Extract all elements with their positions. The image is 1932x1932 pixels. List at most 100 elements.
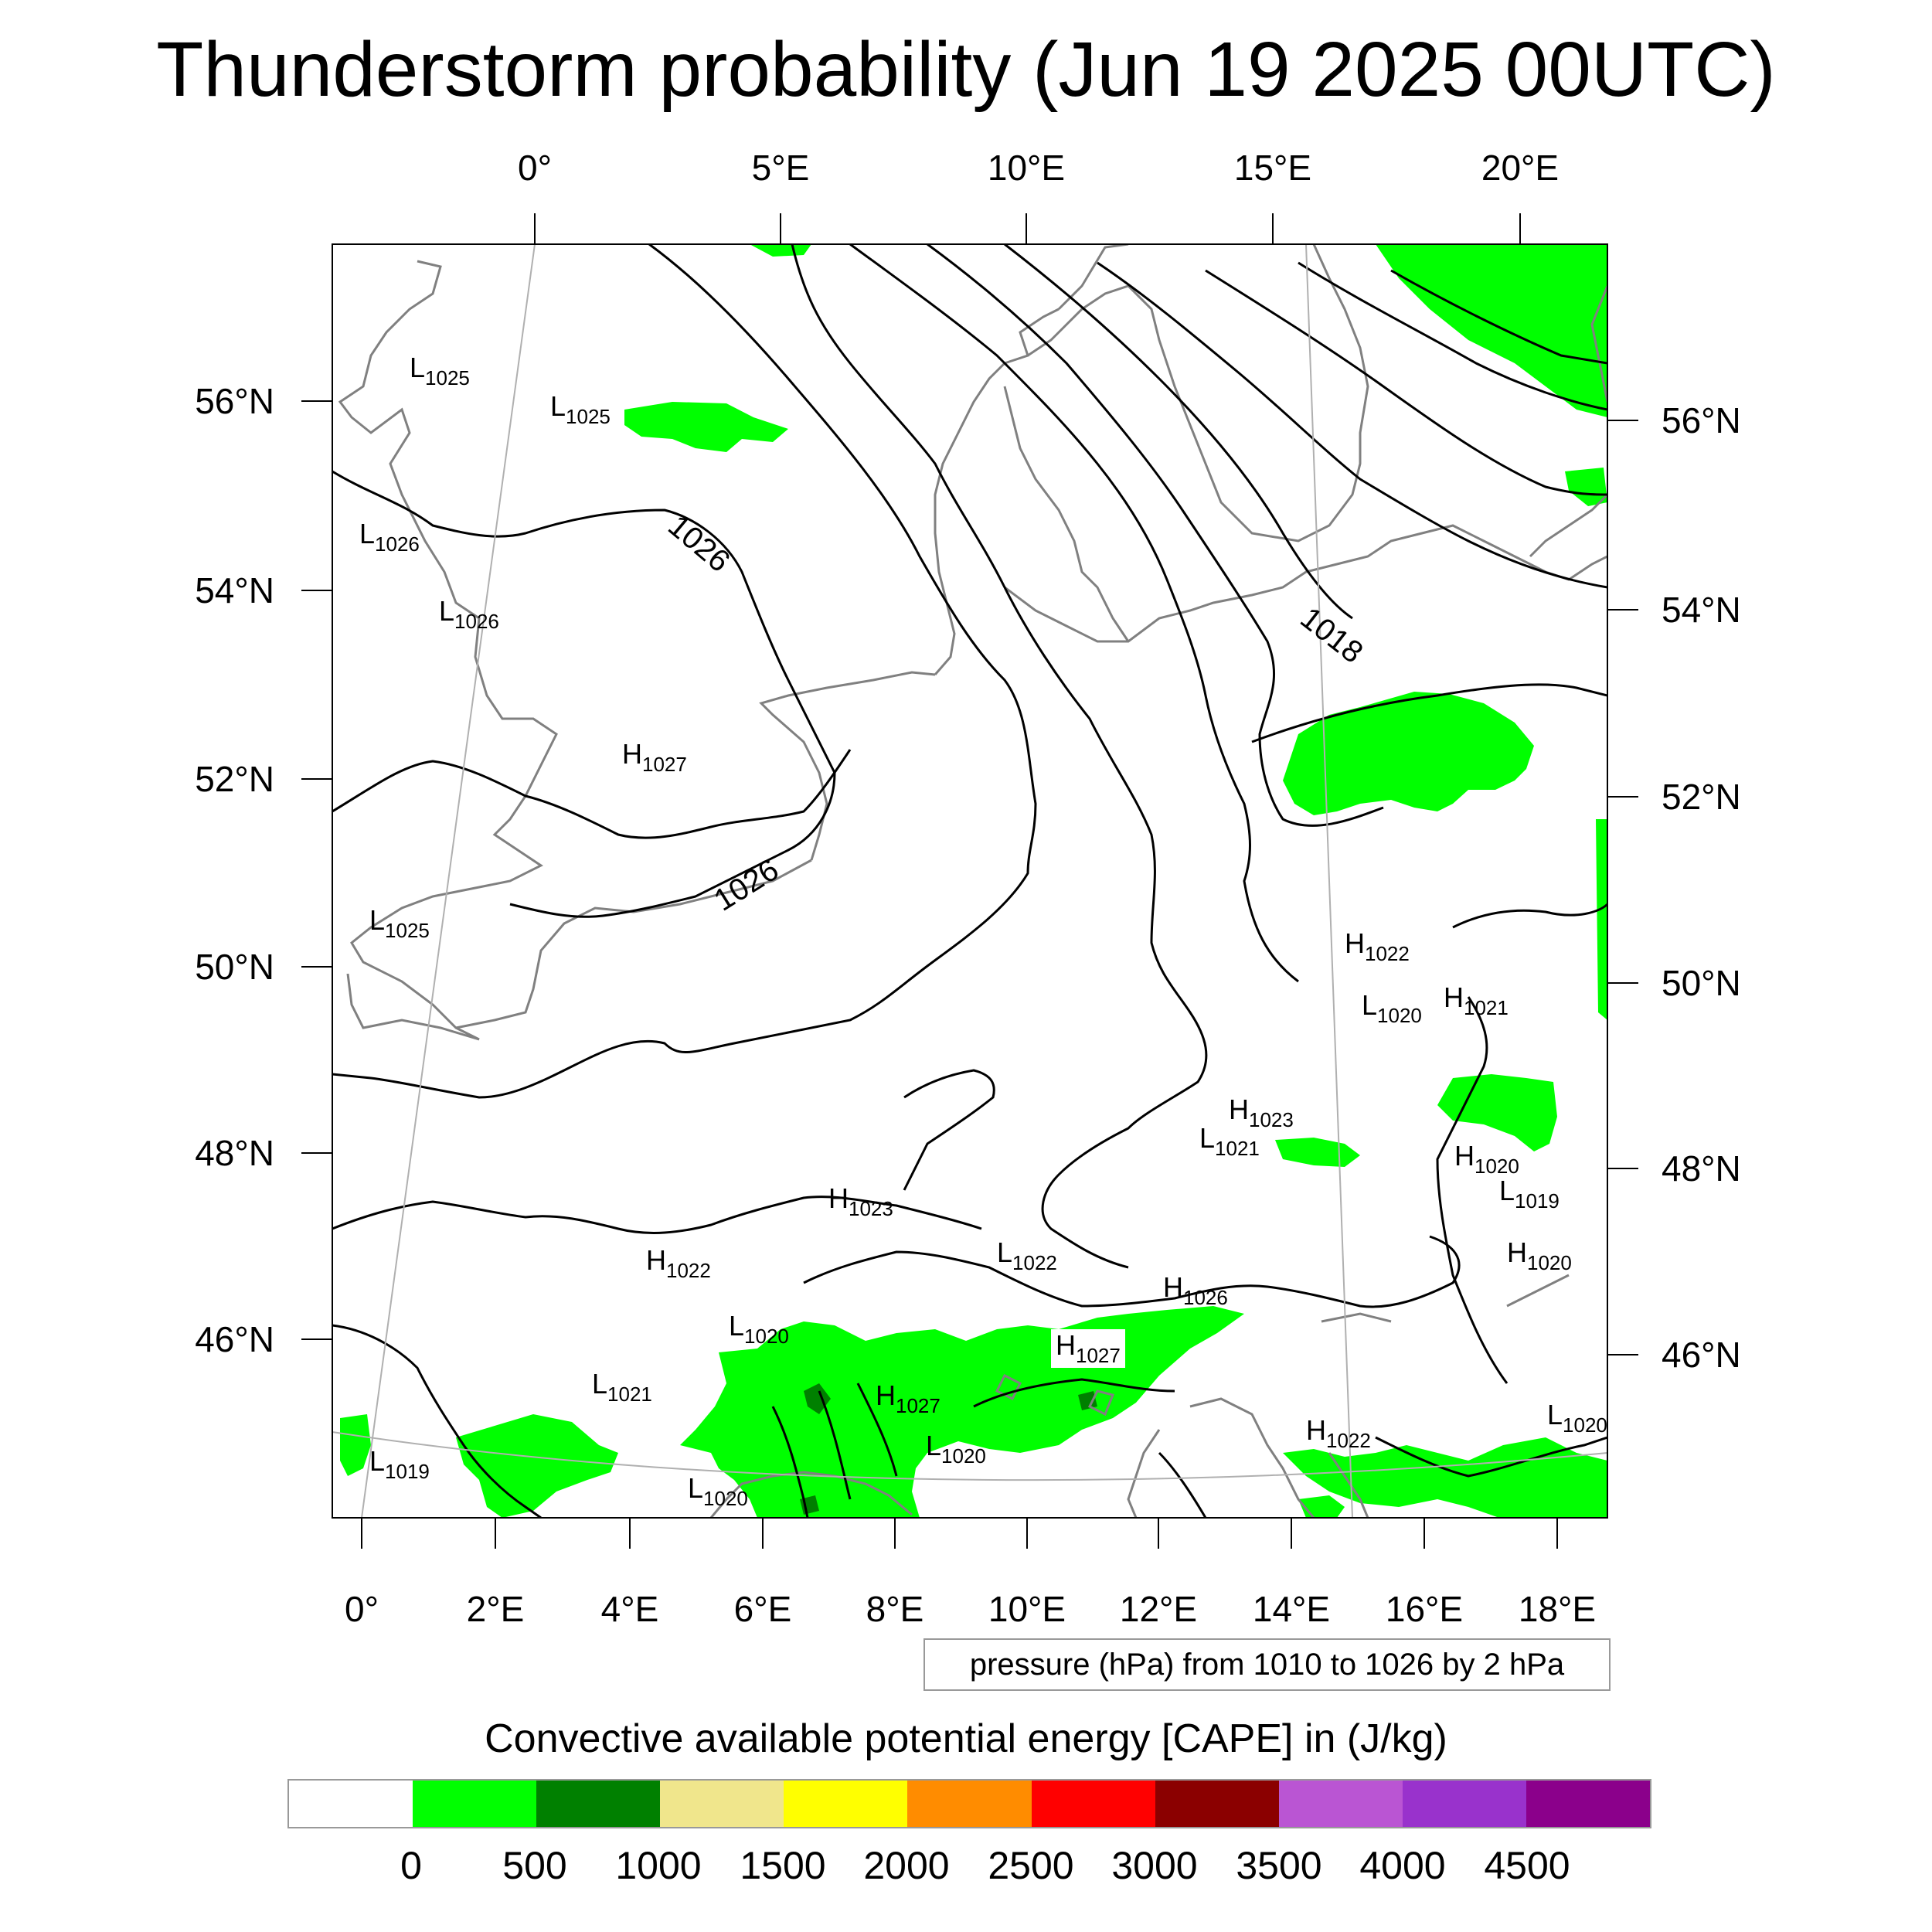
pressure-center: L1019 bbox=[1499, 1175, 1560, 1213]
left-lat-label-2: 52°N bbox=[195, 759, 274, 799]
isobar-14 bbox=[332, 1324, 542, 1518]
pressure-info-box: pressure (hPa) from 1010 to 1026 by 2 hP… bbox=[923, 1638, 1611, 1691]
colorbar-box bbox=[1155, 1781, 1279, 1827]
isobar-4 bbox=[927, 244, 1384, 827]
colorbar-box bbox=[907, 1781, 1032, 1827]
pressure-center: L1022 bbox=[997, 1236, 1057, 1274]
colorbar-box bbox=[413, 1781, 537, 1827]
bottom-lon-label-0: 0° bbox=[345, 1589, 379, 1629]
colorbar-label: 0 bbox=[400, 1844, 422, 1887]
cape-area-poland bbox=[1283, 692, 1534, 815]
right-lat-label-5: 46°N bbox=[1662, 1335, 1741, 1375]
coast-britain bbox=[338, 260, 558, 1041]
colorbar-box bbox=[536, 1781, 661, 1827]
right-lat-label-2: 52°N bbox=[1662, 777, 1741, 817]
pressure-center: H1023 bbox=[828, 1182, 893, 1220]
pressure-center: L1020 bbox=[926, 1430, 986, 1468]
left-lat-label-5: 46°N bbox=[195, 1319, 274, 1359]
coast-mediterranean bbox=[709, 1471, 913, 1518]
colorbar-label: 4500 bbox=[1484, 1844, 1570, 1887]
coast-jutland bbox=[934, 308, 1060, 675]
isobar-3 bbox=[849, 244, 1299, 983]
contour-label-3: 1018 bbox=[1294, 600, 1369, 669]
colorbar-box bbox=[784, 1781, 908, 1827]
pressure-center: H1027 bbox=[876, 1379, 940, 1417]
colorbar-box bbox=[1402, 1781, 1526, 1827]
pressure-center: H1021 bbox=[1444, 981, 1509, 1019]
pressure-center: H1022 bbox=[1345, 927, 1410, 965]
chart-title: Thunderstorm probability (Jun 19 2025 00… bbox=[156, 26, 1776, 113]
coast-baltic-east bbox=[1529, 285, 1607, 558]
pressure-center: L1020 bbox=[729, 1310, 789, 1348]
pressure-center: L1026 bbox=[439, 595, 499, 633]
pressure-center: H1022 bbox=[646, 1244, 711, 1282]
coast-sweden bbox=[1027, 244, 1369, 543]
colorbar-box bbox=[289, 1781, 413, 1827]
colorbar-label: 1000 bbox=[615, 1844, 702, 1887]
pressure-center: L1025 bbox=[369, 904, 430, 942]
bottom-lon-label-8: 16°E bbox=[1385, 1589, 1464, 1629]
colorbar-label: 2500 bbox=[988, 1844, 1074, 1887]
isobar-19 bbox=[1436, 903, 1607, 1384]
isobar-18 bbox=[1158, 1436, 1607, 1518]
right-lat-label-0: 56°N bbox=[1662, 400, 1741, 440]
isobar-20 bbox=[903, 1069, 995, 1191]
isobar-13 bbox=[332, 1196, 982, 1234]
coast-adriatic bbox=[1127, 1397, 1369, 1518]
pressure-center: L1025 bbox=[410, 352, 470, 389]
colorbar-label: 3500 bbox=[1236, 1844, 1322, 1887]
lakes-alps bbox=[995, 1274, 1570, 1417]
top-lon-label-3: 15°E bbox=[1233, 148, 1312, 188]
bottom-lon-label-3: 6°E bbox=[733, 1589, 792, 1629]
isobar-7 bbox=[1205, 269, 1607, 496]
pressure-center: H1023 bbox=[1229, 1094, 1294, 1131]
pressure-center: L1021 bbox=[1199, 1122, 1260, 1160]
left-lat-label-4: 48°N bbox=[195, 1133, 274, 1173]
pressure-center: L1020 bbox=[688, 1472, 748, 1510]
colorbar-label: 1500 bbox=[740, 1844, 826, 1887]
pressure-center: L1020 bbox=[1547, 1399, 1607, 1437]
graticule bbox=[332, 244, 1607, 1518]
bottom-lon-label-1: 2°E bbox=[466, 1589, 525, 1629]
bottom-lon-label-9: 18°E bbox=[1518, 1589, 1597, 1629]
bottom-lon-label-5: 10°E bbox=[988, 1589, 1066, 1629]
bottom-lon-label-7: 14°E bbox=[1252, 1589, 1331, 1629]
cape-area-france-south bbox=[340, 1414, 371, 1476]
colorbar-box bbox=[660, 1781, 784, 1827]
cape-areas bbox=[340, 244, 1607, 1518]
colorbar-title: Convective available potential energy [C… bbox=[485, 1716, 1447, 1761]
left-lat-label-3: 50°N bbox=[195, 947, 274, 987]
isobar-5 bbox=[1004, 244, 1353, 620]
cape-area-north-edge bbox=[750, 244, 811, 257]
colorbar-label: 2000 bbox=[863, 1844, 950, 1887]
coast-denmark-east bbox=[1003, 386, 1130, 642]
isobar-8 bbox=[1298, 261, 1607, 411]
cape-area-bavaria bbox=[1275, 1138, 1360, 1167]
colorbar-label: 500 bbox=[502, 1844, 567, 1887]
cape-area-baltic-ne2 bbox=[1565, 468, 1607, 506]
isobar-15 bbox=[803, 1235, 1461, 1308]
pressure-center: H1027 bbox=[1051, 1329, 1125, 1368]
pressure-center: L1019 bbox=[369, 1445, 430, 1483]
top-lon-label-0: 0° bbox=[518, 148, 552, 188]
pressure-center: H1020 bbox=[1507, 1236, 1572, 1274]
right-lat-label-4: 48°N bbox=[1662, 1148, 1741, 1189]
tick-marks bbox=[301, 213, 1638, 1549]
cape-area-east-edge bbox=[1596, 819, 1607, 1020]
top-lon-label-1: 5°E bbox=[751, 148, 810, 188]
right-lat-label-1: 54°N bbox=[1662, 590, 1741, 630]
isobar-10 bbox=[1251, 683, 1607, 743]
contour-label-1: 1026 bbox=[662, 509, 736, 579]
pressure-center: L1025 bbox=[550, 390, 611, 428]
isobar-12 bbox=[332, 749, 852, 839]
cape-area-baltic-ne bbox=[1376, 244, 1607, 417]
pressure-center: L1021 bbox=[592, 1368, 652, 1406]
isobar-2 bbox=[791, 244, 1208, 1269]
top-lon-label-2: 10°E bbox=[987, 148, 1066, 188]
colorbar-box bbox=[1278, 1781, 1403, 1827]
left-lat-label-0: 56°N bbox=[195, 381, 274, 421]
coastlines bbox=[338, 244, 1607, 1518]
colorbar-label: 4000 bbox=[1359, 1844, 1446, 1887]
top-lon-label-4: 20°E bbox=[1481, 148, 1560, 188]
